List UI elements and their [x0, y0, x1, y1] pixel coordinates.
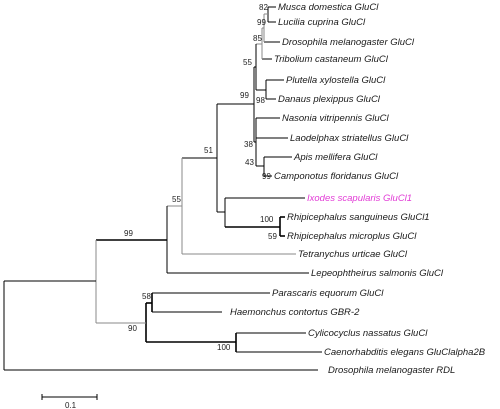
taxon-apis-mellifera: Apis mellifera GluCl [293, 152, 378, 163]
taxon-haemonchus-contortus: Haemonchus contortus GBR-2 [230, 307, 360, 318]
taxon-laodelphax-striatellus: Laodelphax striatellus GluCl [290, 133, 409, 144]
taxon-rhipicephalus-microplus: Rhipicephalus microplus GluCl [287, 231, 417, 242]
taxon-rhipicephalus-sanguineus: Rhipicephalus sanguineus GluCl1 [287, 212, 430, 223]
taxon-cylicocyclus-nassatus: Cylicocyclus nassatus GluCl [308, 328, 428, 339]
taxon-camponotus-floridanus: Camponotus floridanus GluCl [274, 171, 399, 182]
taxon-drosophila-melanogaster-glucl: Drosophila melanogaster GluCl [282, 37, 415, 48]
bootstrap-51: 51 [204, 146, 213, 155]
bootstrap-99-dipteran: 99 [257, 18, 266, 27]
bootstrap-100-nematodes: 100 [217, 343, 231, 352]
bootstrap-85: 85 [253, 34, 262, 43]
bootstrap-55-holometabola: 55 [243, 58, 252, 67]
bootstrap-38: 38 [244, 140, 253, 149]
taxon-lepeophtheirus-salmonis: Lepeophtheirus salmonis GluCl [311, 268, 444, 279]
bootstrap-43: 43 [245, 158, 254, 167]
taxon-tetranychus-urticae: Tetranychus urticae GluCl [298, 249, 408, 260]
bootstrap-90: 90 [128, 324, 137, 333]
taxon-parascaris-equorum: Parascaris equorum GluCl [272, 288, 384, 299]
bootstrap-98: 98 [256, 96, 265, 105]
bootstrap-58: 58 [142, 292, 151, 301]
taxon-caenorhabditis-elegans: Caenorhabditis elegans GluClalpha2B [324, 347, 486, 358]
bootstrap-99-root: 99 [124, 229, 133, 238]
bootstrap-59: 59 [268, 232, 277, 241]
taxon-tribolium-castaneum: Tribolium castaneum GluCl [274, 54, 389, 65]
taxon-danaus-plexippus: Danaus plexippus GluCl [278, 94, 381, 105]
scale-bar-label: 0.1 [65, 401, 77, 409]
taxon-plutella-xylostella: Plutella xylostella GluCl [286, 75, 386, 86]
taxon-ixodes-scapularis: Ixodes scapularis GluCl1 [307, 193, 412, 204]
taxon-lucilia-cuprina: Lucilia cuprina GluCl [278, 17, 366, 28]
taxon-musca-domestica: Musca domestica GluCl [278, 2, 379, 13]
bootstrap-99-insects: 99 [240, 91, 249, 100]
bootstrap-55-arthropods: 55 [172, 195, 181, 204]
bootstrap-100-ticks: 100 [260, 215, 274, 224]
scale-bar: 0.1 [41, 394, 98, 409]
bootstrap-82: 82 [259, 3, 268, 12]
bootstrap-99-ants: 99 [262, 172, 271, 181]
taxon-nasonia-vitripennis: Nasonia vitripennis GluCl [282, 113, 390, 124]
taxon-drosophila-melanogaster-rdl: Drosophila melanogaster RDL [328, 365, 455, 376]
